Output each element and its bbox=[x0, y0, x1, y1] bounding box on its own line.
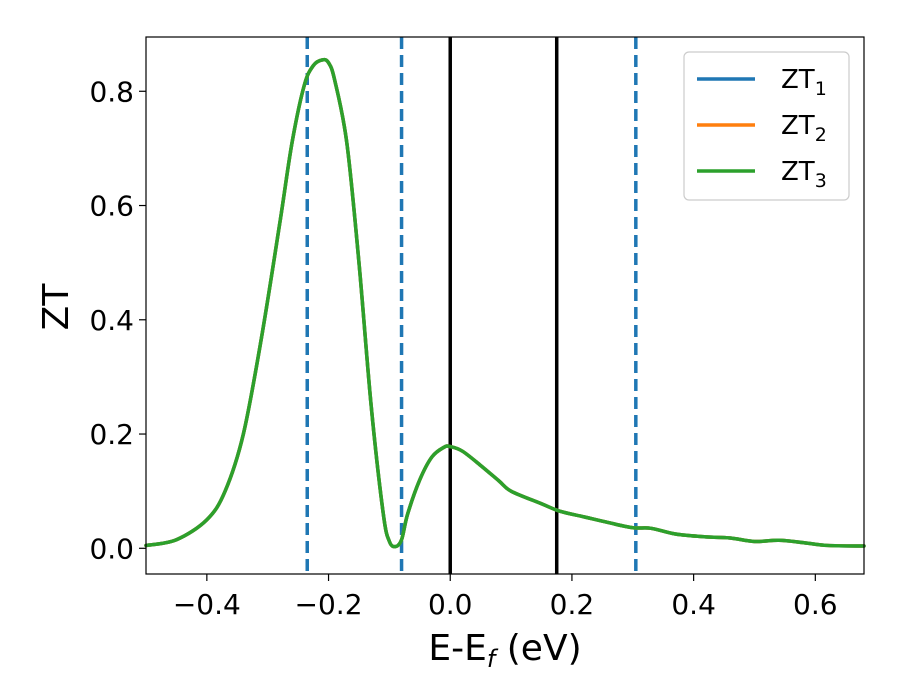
plot-area-frame bbox=[145, 36, 865, 575]
x-tick-label: −0.4 bbox=[173, 588, 241, 621]
x-axis-label: E-Ef (eV) bbox=[428, 628, 581, 673]
y-tick-label: 0.2 bbox=[89, 418, 134, 451]
series-line-zt3 bbox=[144, 57, 866, 549]
x-tick-label: −0.2 bbox=[295, 588, 363, 621]
series-lines bbox=[144, 57, 866, 549]
legend: ZT1 ZT2 ZT3 bbox=[683, 51, 850, 201]
legend-label-zt3: ZT3 bbox=[781, 157, 827, 192]
y-tick-label: 0.0 bbox=[89, 532, 134, 565]
y-tick-label: 0.8 bbox=[89, 75, 134, 108]
x-tick-label: 0.2 bbox=[550, 588, 595, 621]
x-tick-label: 0.6 bbox=[793, 588, 838, 621]
y-axis-label: ZT bbox=[36, 283, 77, 331]
x-axis-label-main: E-E bbox=[428, 628, 486, 669]
vertical-reference-lines bbox=[305, 37, 638, 574]
x-tick-label: 0.4 bbox=[671, 588, 716, 621]
x-axis-label-unit: (eV) bbox=[495, 628, 581, 669]
y-axis-ticks: 0.0 0.2 0.4 0.6 0.8 bbox=[89, 75, 146, 565]
legend-box bbox=[683, 51, 850, 201]
x-axis-ticks: −0.4 −0.2 0.0 0.2 0.4 0.6 bbox=[173, 574, 838, 621]
legend-label-zt1: ZT1 bbox=[781, 65, 827, 100]
legend-label-zt2: ZT2 bbox=[781, 111, 827, 146]
x-tick-label: 0.0 bbox=[428, 588, 473, 621]
y-tick-label: 0.4 bbox=[89, 304, 134, 337]
y-tick-label: 0.6 bbox=[89, 190, 134, 223]
